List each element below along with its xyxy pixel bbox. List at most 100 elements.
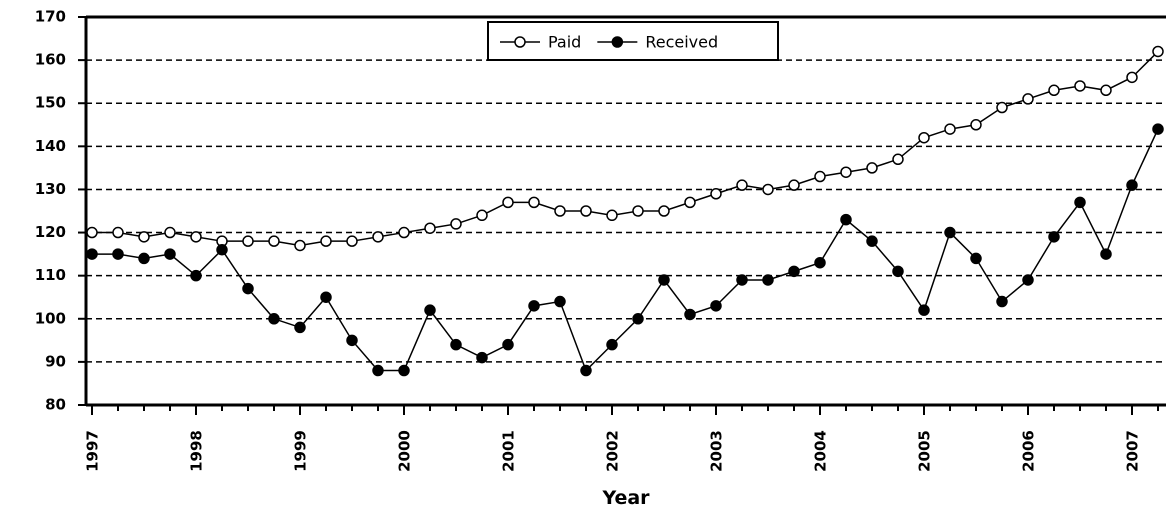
data-point — [502, 196, 514, 209]
data-point — [1022, 274, 1034, 286]
data-point — [1100, 248, 1112, 260]
data-point — [840, 213, 852, 226]
data-point — [1048, 231, 1060, 243]
legend-box — [487, 21, 779, 61]
data-point — [320, 291, 332, 303]
series-line — [92, 50, 1159, 247]
data-point — [476, 351, 488, 364]
y-tick-label: 130 — [35, 180, 66, 198]
data-point — [112, 248, 124, 260]
data-point — [424, 304, 436, 316]
y-tick-label: 150 — [35, 94, 66, 112]
y-tick-label: 140 — [35, 137, 66, 155]
y-tick-label: 170 — [35, 8, 66, 26]
data-point — [112, 226, 124, 239]
x-tick-label: 1999 — [292, 430, 310, 472]
data-point — [944, 123, 956, 135]
data-point — [190, 269, 202, 282]
data-point — [892, 153, 904, 166]
data-point — [1048, 84, 1060, 97]
data-point — [1126, 71, 1138, 84]
data-point — [450, 338, 462, 351]
y-tick-label: 120 — [35, 223, 66, 241]
y-tick-label: 110 — [35, 266, 66, 284]
y-tick-label: 80 — [45, 396, 66, 414]
data-point — [372, 231, 384, 243]
data-point — [814, 256, 826, 269]
data-point — [450, 218, 462, 230]
data-point — [606, 209, 618, 222]
data-point — [1074, 196, 1086, 209]
data-point — [1152, 45, 1164, 58]
x-tick-label: 1997 — [84, 430, 102, 472]
data-point — [502, 338, 514, 351]
data-point — [1074, 80, 1086, 92]
data-point — [164, 226, 176, 239]
x-tick-label: 2005 — [916, 430, 934, 472]
data-point — [840, 166, 852, 178]
x-tick-label: 2004 — [812, 430, 830, 472]
x-tick-label: 2006 — [1020, 430, 1038, 472]
data-point — [918, 131, 930, 144]
data-point — [320, 235, 332, 247]
data-point — [268, 313, 280, 325]
legend-marker — [514, 36, 526, 48]
data-point — [528, 196, 540, 209]
data-point — [424, 222, 436, 234]
data-point — [944, 226, 956, 239]
data-point — [554, 205, 566, 217]
data-point — [86, 248, 98, 260]
data-point — [1152, 123, 1164, 135]
data-point — [164, 248, 176, 260]
data-point — [372, 364, 384, 377]
data-point — [762, 183, 774, 196]
data-point — [398, 226, 410, 239]
data-point — [346, 334, 358, 347]
data-point — [294, 321, 306, 334]
data-point — [86, 226, 98, 239]
data-point — [1022, 93, 1034, 105]
data-point — [190, 231, 202, 243]
data-point — [710, 300, 722, 312]
data-point — [242, 282, 254, 295]
data-point — [554, 295, 566, 308]
data-point — [762, 274, 774, 286]
data-point — [866, 162, 878, 174]
data-point — [710, 188, 722, 200]
data-point — [788, 179, 800, 191]
data-point — [658, 205, 670, 217]
data-point — [736, 179, 748, 191]
data-point — [996, 101, 1008, 114]
data-point — [294, 239, 306, 252]
data-point — [1126, 179, 1138, 191]
data-point — [138, 231, 150, 243]
data-point — [892, 265, 904, 278]
data-point — [684, 308, 696, 321]
data-point — [918, 304, 930, 316]
x-tick-label: 2007 — [1124, 430, 1142, 472]
data-point — [814, 170, 826, 183]
data-point — [398, 364, 410, 377]
x-tick-label: 2002 — [604, 430, 622, 472]
series-line — [92, 128, 1159, 372]
data-point — [684, 196, 696, 209]
data-point — [632, 313, 644, 325]
data-point — [476, 209, 488, 222]
data-point — [138, 252, 150, 265]
data-point — [580, 205, 592, 217]
legend-label: Paid — [548, 33, 581, 52]
data-point — [528, 300, 540, 312]
data-point — [216, 244, 228, 256]
data-point — [788, 265, 800, 278]
data-point — [268, 235, 280, 247]
data-point — [606, 338, 618, 351]
data-point — [346, 235, 358, 247]
legend-marker — [611, 36, 624, 48]
data-point — [996, 295, 1008, 308]
x-tick-label: 2000 — [396, 430, 414, 472]
data-point — [658, 274, 670, 286]
y-tick-label: 100 — [35, 309, 66, 327]
data-point — [1100, 84, 1112, 97]
data-point — [866, 235, 878, 247]
